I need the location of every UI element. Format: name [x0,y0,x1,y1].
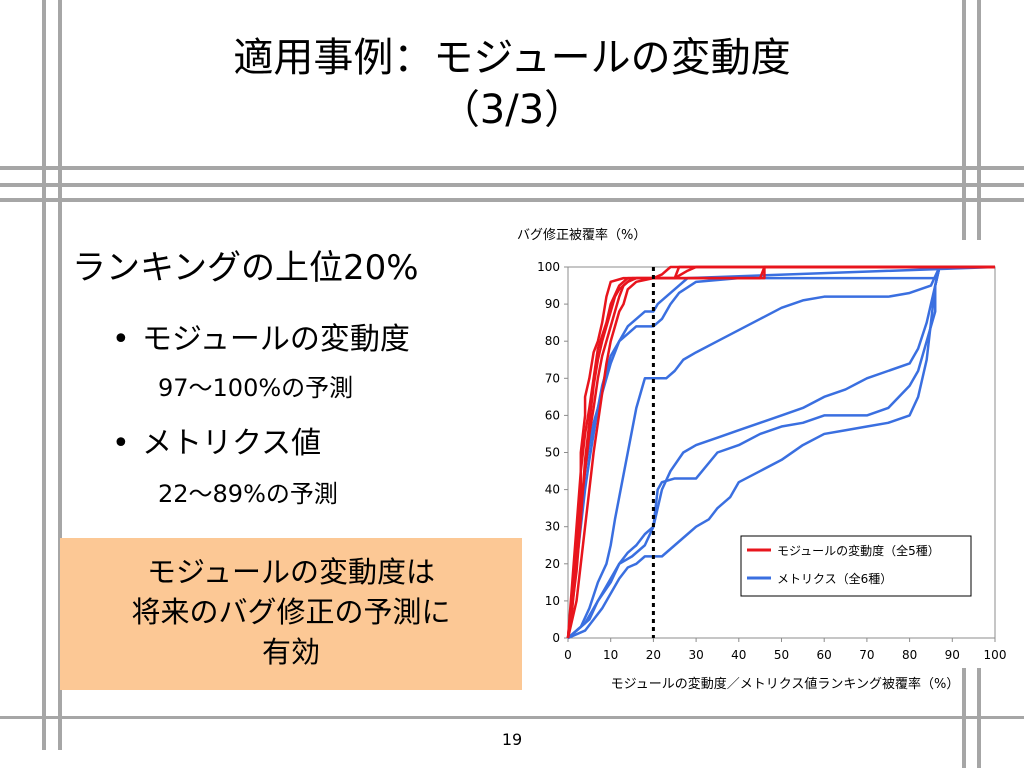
series-line-module [566,265,995,639]
frame-line-right-2 [977,0,981,240]
page-number: 19 [501,730,523,749]
y-tick-label: 40 [545,483,560,497]
slide-title: 適用事例：モジュールの変動度 （3/3） [0,32,1024,136]
y-tick-label: 30 [545,520,560,534]
x-tick-label: 10 [603,648,618,662]
series-line-metrics [567,265,995,639]
frame-line-left-1 [42,0,46,750]
bullet-dot: • [112,322,130,357]
conclusion-callout: モジュールの変動度は 将来のバグ修正の予測に 有効 [60,538,522,690]
frame-line-top-2 [0,183,1024,187]
bullet-metrics: • メトリクス値 [112,418,321,462]
series-line-metrics [567,265,995,639]
x-tick-label: 20 [646,648,661,662]
y-tick-label: 90 [545,297,560,311]
bullet-label: メトリクス値 [142,426,322,461]
x-tick-label: 80 [902,648,917,662]
title-line-1: 適用事例：モジュールの変動度 [233,35,791,81]
legend-label-module: モジュールの変動度（全5種） [777,543,940,558]
x-tick-label: 0 [564,648,572,662]
frame-line-right-1 [962,0,966,240]
x-tick-label: 40 [731,648,746,662]
legend-box [740,535,972,597]
bullet-label: モジュールの変動度 [142,322,410,357]
section-heading: ランキングの上位20% [72,248,419,288]
bullet-module: • モジュールの変動度 [112,314,410,358]
callout-line-3: 有効 [261,635,320,669]
x-tick-label: 70 [859,648,874,662]
y-tick-label: 60 [545,408,560,422]
bullet-dot: • [112,426,130,461]
series-line-module [566,265,995,639]
y-tick-label: 20 [545,557,560,571]
x-tick-label: 90 [945,648,960,662]
frame-line-bottom-1 [0,716,1024,719]
series-line-metrics [566,265,995,639]
frame-line-top-3 [0,198,1024,202]
bug-coverage-chart: バグ修正被覆率（%） 0 10 20 30 40 50 60 70 80 90 100 0 10 20 3… [517,227,1007,692]
frame-line-left-2 [58,0,62,750]
y-tick-label: 0 [552,631,560,645]
legend: モジュールの変動度（全5種） メトリクス（全6種） [740,535,972,597]
y-tick-label: 10 [545,594,560,608]
frame-line-top-1 [0,166,1024,170]
x-tick-label: 30 [688,648,703,662]
title-line-2: （3/3） [439,87,585,133]
y-axis-label: バグ修正被覆率（%） [517,227,646,243]
callout-line-1: モジュールの変動度は [147,555,435,589]
legend-label-metrics: メトリクス（全6種） [777,571,892,586]
x-axis-label: モジュールの変動度／メトリクス値ランキング被覆率（%） [611,676,960,692]
y-tick-label: 50 [545,446,560,460]
series-line-metrics [567,265,995,639]
y-tick-label: 70 [545,371,560,385]
y-tick-label: 100 [537,260,560,274]
callout-line-2: 将来のバグ修正の予測に [131,595,451,629]
bullet-detail-module: 97～100%の予測 [158,374,354,402]
series-line-metrics [567,265,995,640]
x-tick-label: 50 [774,648,789,662]
bullet-detail-metrics: 22～89%の予測 [158,480,338,508]
x-tick-label: 100 [984,648,1007,662]
x-tick-label: 60 [817,648,832,662]
y-tick-label: 80 [545,334,560,348]
